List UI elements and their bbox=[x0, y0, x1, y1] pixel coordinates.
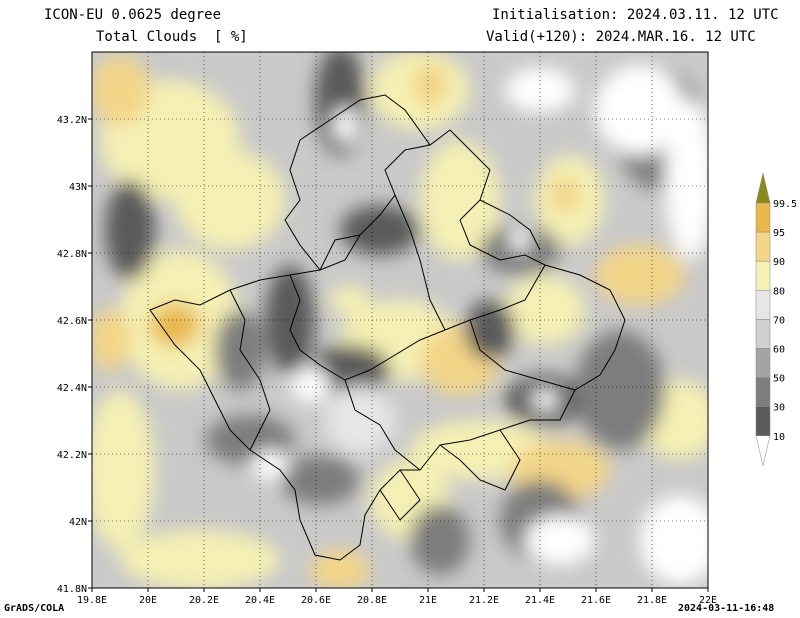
lon-tick-label: 20.8E bbox=[357, 595, 387, 606]
colorbar-level-label: 10 bbox=[773, 432, 785, 443]
lat-tick-label: 42.2N bbox=[57, 450, 87, 461]
lat-tick-label: 43N bbox=[69, 182, 87, 193]
colorbar-top-triangle bbox=[755, 172, 771, 204]
lon-tick-label: 20.4E bbox=[245, 595, 275, 606]
lat-tick-label: 42N bbox=[69, 517, 87, 528]
colorbar-band bbox=[755, 406, 771, 437]
valid-time: Valid(+120): 2024.MAR.16. 12 UTC bbox=[486, 29, 756, 45]
variable-title: Total Clouds [ %] bbox=[96, 29, 248, 45]
lon-tick-label: 21.2E bbox=[469, 595, 499, 606]
colorbar-level-label: 70 bbox=[773, 315, 785, 326]
software-credit: GrADS/COLA bbox=[4, 603, 65, 614]
borders bbox=[149, 94, 626, 561]
admin-border bbox=[379, 469, 421, 521]
admin-border bbox=[229, 289, 271, 451]
colorbar-band bbox=[755, 231, 771, 262]
lon-tick-label: 22E bbox=[699, 595, 717, 606]
lon-tick-label: 19.8E bbox=[77, 595, 107, 606]
admin-border bbox=[284, 139, 321, 271]
initialisation-time: Initialisation: 2024.03.11. 12 UTC bbox=[492, 7, 779, 23]
admin-border bbox=[319, 234, 361, 271]
colorbar-level-label: 80 bbox=[773, 286, 785, 297]
colorbar-band bbox=[755, 319, 771, 349]
country-border bbox=[149, 129, 626, 561]
colorbar-level-label: 50 bbox=[773, 374, 785, 385]
admin-border bbox=[299, 94, 431, 146]
admin-border bbox=[439, 429, 521, 491]
admin-border bbox=[344, 379, 421, 471]
admin-border bbox=[479, 199, 541, 251]
lon-tick-label: 21.8E bbox=[637, 595, 667, 606]
render-timestamp: 2024-03-11-16:48 bbox=[678, 603, 775, 614]
longitude-ticks: 19.8E 20E 20.2E 20.4E 20.6E 20.8E 21E 21.2E 21.4… bbox=[77, 588, 717, 606]
colorbar-level-label: 95 bbox=[773, 228, 785, 239]
lon-tick-label: 21E bbox=[419, 595, 437, 606]
lon-tick-label: 20E bbox=[139, 595, 157, 606]
lon-tick-label: 21.6E bbox=[581, 595, 611, 606]
lon-tick-label: 21.4E bbox=[525, 595, 555, 606]
colorbar-band bbox=[755, 290, 771, 320]
colorbar-level-label: 60 bbox=[773, 345, 785, 356]
cloud-field bbox=[92, 52, 708, 588]
lon-tick-label: 20.6E bbox=[301, 595, 331, 606]
lat-tick-label: 41.8N bbox=[57, 584, 87, 595]
colorbar-level-label: 90 bbox=[773, 257, 785, 268]
admin-border bbox=[469, 319, 576, 391]
lon-tick-label: 20.2E bbox=[189, 595, 219, 606]
latitude-ticks: 41.8N 42N 42.2N 42.4N 42.6N 42.8N 43N 43.2N bbox=[57, 115, 92, 595]
colorbar-level-label: 99.5 bbox=[773, 199, 797, 210]
admin-border bbox=[289, 264, 546, 381]
colorbar: 99.5 95 90 80 70 60 50 30 10 bbox=[755, 172, 797, 466]
lat-tick-label: 42.8N bbox=[57, 249, 87, 260]
colorbar-bottom-triangle bbox=[755, 435, 771, 466]
colorbar-band bbox=[755, 348, 771, 378]
lat-tick-label: 42.6N bbox=[57, 316, 87, 327]
colorbar-level-label: 30 bbox=[773, 403, 785, 414]
lat-tick-label: 42.4N bbox=[57, 383, 87, 394]
lat-tick-label: 43.2N bbox=[57, 115, 87, 126]
colorbar-band bbox=[755, 202, 771, 233]
colorbar-band bbox=[755, 260, 771, 291]
colorbar-band bbox=[755, 377, 771, 407]
model-title: ICON-EU 0.0625 degree bbox=[44, 7, 222, 23]
admin-border bbox=[394, 194, 446, 331]
